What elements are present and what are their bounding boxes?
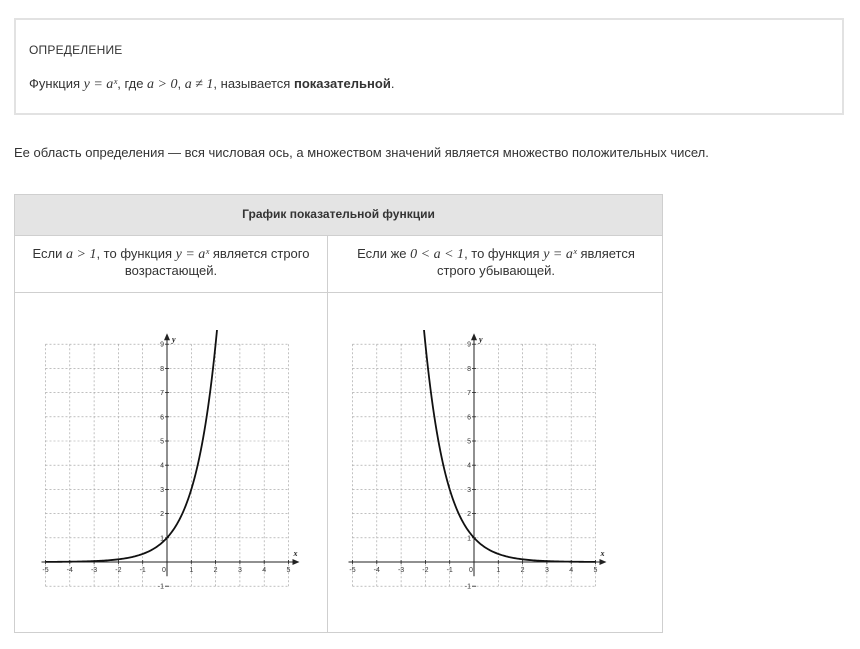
y-tick-label: 8 bbox=[160, 366, 164, 373]
y-tick-label: 7 bbox=[467, 390, 471, 397]
condition-a-not-one: a ≠ 1 bbox=[184, 77, 214, 92]
definition-box: ОПРЕДЕЛЕНИЕ Функция y = aˣ, где a > 0, a… bbox=[14, 18, 844, 115]
x-tick-label: -5 bbox=[42, 567, 48, 574]
y-tick-label: 3 bbox=[467, 487, 471, 494]
y-tick-label: 9 bbox=[467, 342, 471, 349]
left-caption-middle: , то функция bbox=[96, 246, 176, 261]
decreasing-exponential-chart: x y -5 -4 -3 -2 -1 0 1 2 3 4 5 -1 1 2 3 4 5 6 7 8 9 bbox=[348, 330, 614, 600]
y-tick-label: 9 bbox=[160, 342, 164, 349]
y-tick-label: 6 bbox=[160, 414, 164, 421]
right-caption-condition: 0 < a < 1 bbox=[410, 247, 465, 262]
increasing-exponential-chart: x y -5 -4 -3 -2 -1 0 1 2 3 4 5 -1 1 2 3 4 5 6 7 8 9 bbox=[41, 330, 307, 600]
x-tick-label: 5 bbox=[594, 567, 598, 574]
x-tick-label: 4 bbox=[569, 567, 573, 574]
left-caption-suffix: является строго возрастающей. bbox=[124, 246, 310, 278]
x-tick-label: -1 bbox=[140, 567, 146, 574]
y-tick-label: 5 bbox=[467, 439, 471, 446]
x-tick-label: -3 bbox=[398, 567, 404, 574]
definition-text-prefix: Функция bbox=[29, 76, 84, 91]
left-caption-prefix: Если bbox=[32, 246, 66, 261]
x-tick-label: 4 bbox=[262, 567, 266, 574]
right-caption-middle: , то функция bbox=[464, 246, 544, 261]
right-caption: Если же 0 < a < 1, то функция y = aˣ явл… bbox=[346, 246, 646, 279]
y-tick-label: -1 bbox=[465, 584, 471, 591]
x-tick-label: 5 bbox=[287, 567, 291, 574]
x-axis-arrow bbox=[599, 559, 607, 565]
column-divider bbox=[327, 236, 328, 632]
x-tick-label: -3 bbox=[91, 567, 97, 574]
left-caption-condition: a > 1 bbox=[66, 247, 97, 262]
x-tick-label: 2 bbox=[214, 567, 218, 574]
definition-title: ОПРЕДЕЛЕНИЕ bbox=[29, 43, 123, 57]
y-axis-arrow bbox=[471, 333, 477, 341]
x-tick-label: 1 bbox=[496, 567, 500, 574]
x-tick-label: 1 bbox=[189, 567, 193, 574]
x-tick-label: 3 bbox=[545, 567, 549, 574]
x-axis-arrow bbox=[292, 559, 300, 565]
definition-period: . bbox=[390, 76, 395, 91]
definition-text-where: , где bbox=[117, 76, 148, 91]
y-tick-label: 5 bbox=[160, 439, 164, 446]
definition-text: Функция y = aˣ, где a > 0, a ≠ 1, называ… bbox=[29, 76, 394, 93]
definition-comma: , bbox=[177, 76, 185, 91]
y-tick-label: 8 bbox=[467, 366, 471, 373]
x-tick-label: -5 bbox=[349, 567, 355, 574]
y-tick-label: 7 bbox=[160, 390, 164, 397]
y-tick-label: 1 bbox=[467, 535, 471, 542]
y-tick-label: 1 bbox=[160, 535, 164, 542]
x-tick-label: 0 bbox=[469, 567, 473, 574]
exponential-curve bbox=[45, 330, 218, 563]
y-tick-label: 3 bbox=[160, 487, 164, 494]
left-caption-formula: y = aˣ bbox=[175, 247, 210, 262]
right-caption-prefix: Если же bbox=[357, 246, 411, 261]
formula-y-equals-a-power-x: y = aˣ bbox=[83, 77, 118, 92]
x-tick-label: -2 bbox=[115, 567, 121, 574]
table-header: График показательной функции bbox=[15, 195, 662, 236]
x-tick-label: -4 bbox=[374, 567, 380, 574]
decreasing-exponential-svg: x y -5 -4 -3 -2 -1 0 1 2 3 4 5 -1 1 2 3 4 5 6 7 8 9 bbox=[348, 330, 607, 591]
y-tick-label: 4 bbox=[467, 463, 471, 470]
x-tick-label: -1 bbox=[447, 567, 453, 574]
y-tick-label: -1 bbox=[158, 584, 164, 591]
x-tick-label: 0 bbox=[162, 567, 166, 574]
definition-text-called: , называется bbox=[213, 76, 294, 91]
y-axis-label: y bbox=[478, 335, 483, 344]
increasing-exponential-svg: x y -5 -4 -3 -2 -1 0 1 2 3 4 5 -1 1 2 3 4 5 6 7 8 9 bbox=[41, 330, 300, 591]
left-caption: Если a > 1, то функция y = aˣ является с… bbox=[21, 246, 321, 279]
y-axis-arrow bbox=[164, 333, 170, 341]
right-caption-formula: y = aˣ bbox=[543, 247, 577, 262]
domain-range-text: Ее область определения — вся числовая ос… bbox=[14, 145, 709, 160]
x-tick-label: -2 bbox=[422, 567, 428, 574]
y-tick-label: 2 bbox=[467, 511, 471, 518]
row-divider bbox=[15, 292, 662, 293]
x-axis-label: x bbox=[293, 549, 298, 558]
x-tick-label: 2 bbox=[521, 567, 525, 574]
x-tick-label: -4 bbox=[67, 567, 73, 574]
right-caption-suffix: является строго убывающей. bbox=[436, 246, 635, 278]
y-tick-label: 4 bbox=[160, 463, 164, 470]
condition-a-positive: a > 0 bbox=[147, 77, 178, 92]
x-axis-label: x bbox=[600, 549, 605, 558]
y-tick-label: 6 bbox=[467, 414, 471, 421]
y-tick-label: 2 bbox=[160, 511, 164, 518]
x-tick-label: 3 bbox=[238, 567, 242, 574]
exponential-curve bbox=[423, 330, 596, 563]
graph-table: График показательной функции Если a > 1,… bbox=[14, 194, 663, 633]
y-axis-label: y bbox=[171, 335, 176, 344]
definition-bold-term: показательной bbox=[293, 76, 391, 91]
